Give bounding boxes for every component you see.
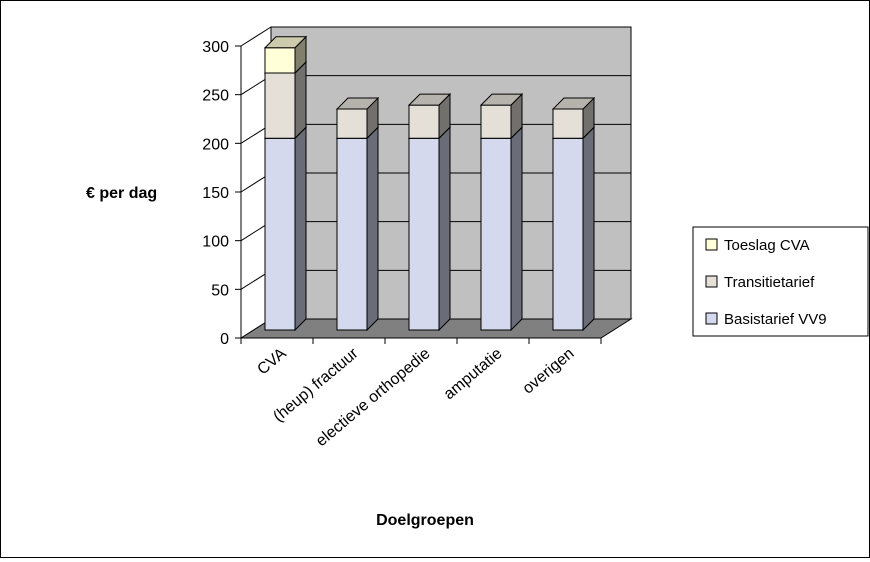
y-tick-label: 200 (202, 136, 229, 153)
bar-heup-fractuur-transitietarief-top (335, 97, 380, 110)
y-axis-title: € per dag (86, 185, 157, 202)
x-axis-title: Doelgroepen (376, 512, 474, 529)
bar-amputatie-basistarief-vv9 (480, 137, 512, 331)
y-tick-label: 50 (211, 282, 229, 299)
bar-overigen-transitietarief-top (551, 97, 596, 110)
x-tick-label-overigen: overigen (520, 345, 578, 397)
legend-label-basistarief-vv9: Basistarief VV9 (724, 311, 827, 328)
bar-cva-basistarief-vv9-side (294, 126, 307, 332)
legend-label-toeslag-cva: Toeslag CVA (724, 237, 810, 254)
bar-heup-fractuur-basistarief-vv9 (336, 137, 368, 331)
bars-group (263, 35, 596, 332)
bar-electieve-orthopedie-basistarief-vv9 (408, 137, 440, 331)
x-tick-label-amputatie: amputatie (441, 345, 506, 403)
y-tick-label: 100 (202, 234, 229, 251)
bar-electieve-orthopedie-transitietarief-top (407, 93, 452, 106)
y-tick-label: 250 (202, 88, 229, 105)
bar-heup-fractuur-transitietarief (336, 108, 368, 139)
legend-box (692, 226, 869, 337)
bar-cva-transitietarief (264, 72, 296, 139)
y-tick-label: 150 (202, 185, 229, 202)
bar-overigen-basistarief-vv9 (552, 137, 584, 331)
bar-cva-transitietarief-side (294, 60, 307, 140)
bar-amputatie-basistarief-vv9-side (510, 126, 523, 332)
legend-swatch-basistarief-vv9 (705, 312, 718, 325)
legend-swatch-transitietarief (705, 275, 718, 288)
y-axis-ticks: 0 50 100 150 200 250 300 (202, 39, 241, 348)
bar-electieve-orthopedie-transitietarief (408, 104, 440, 139)
legend-label-transitietarief: Transitietarief (724, 274, 815, 291)
legend: Toeslag CVA Transitietarief Basistarief … (692, 226, 869, 337)
bar-cva-toeslag-cva-top (263, 36, 308, 49)
bar-amputatie-transitietarief (480, 104, 512, 139)
bar-electieve-orthopedie-basistarief-vv9-side (438, 126, 451, 332)
bar-heup-fractuur-basistarief-vv9-side (366, 126, 379, 332)
legend-swatch-toeslag-cva (705, 238, 718, 251)
x-tick-label-cva: CVA (254, 345, 289, 379)
bar-cva-toeslag-cva (264, 47, 296, 74)
y-tick-label: 0 (220, 331, 229, 348)
bar-overigen-basistarief-vv9-side (582, 126, 595, 332)
bar-cva-basistarief-vv9 (264, 137, 296, 331)
gridline-side (240, 26, 272, 47)
bar-amputatie-transitietarief-top (479, 93, 524, 106)
y-tick-label: 300 (202, 39, 229, 56)
bar-overigen-transitietarief (552, 108, 584, 139)
